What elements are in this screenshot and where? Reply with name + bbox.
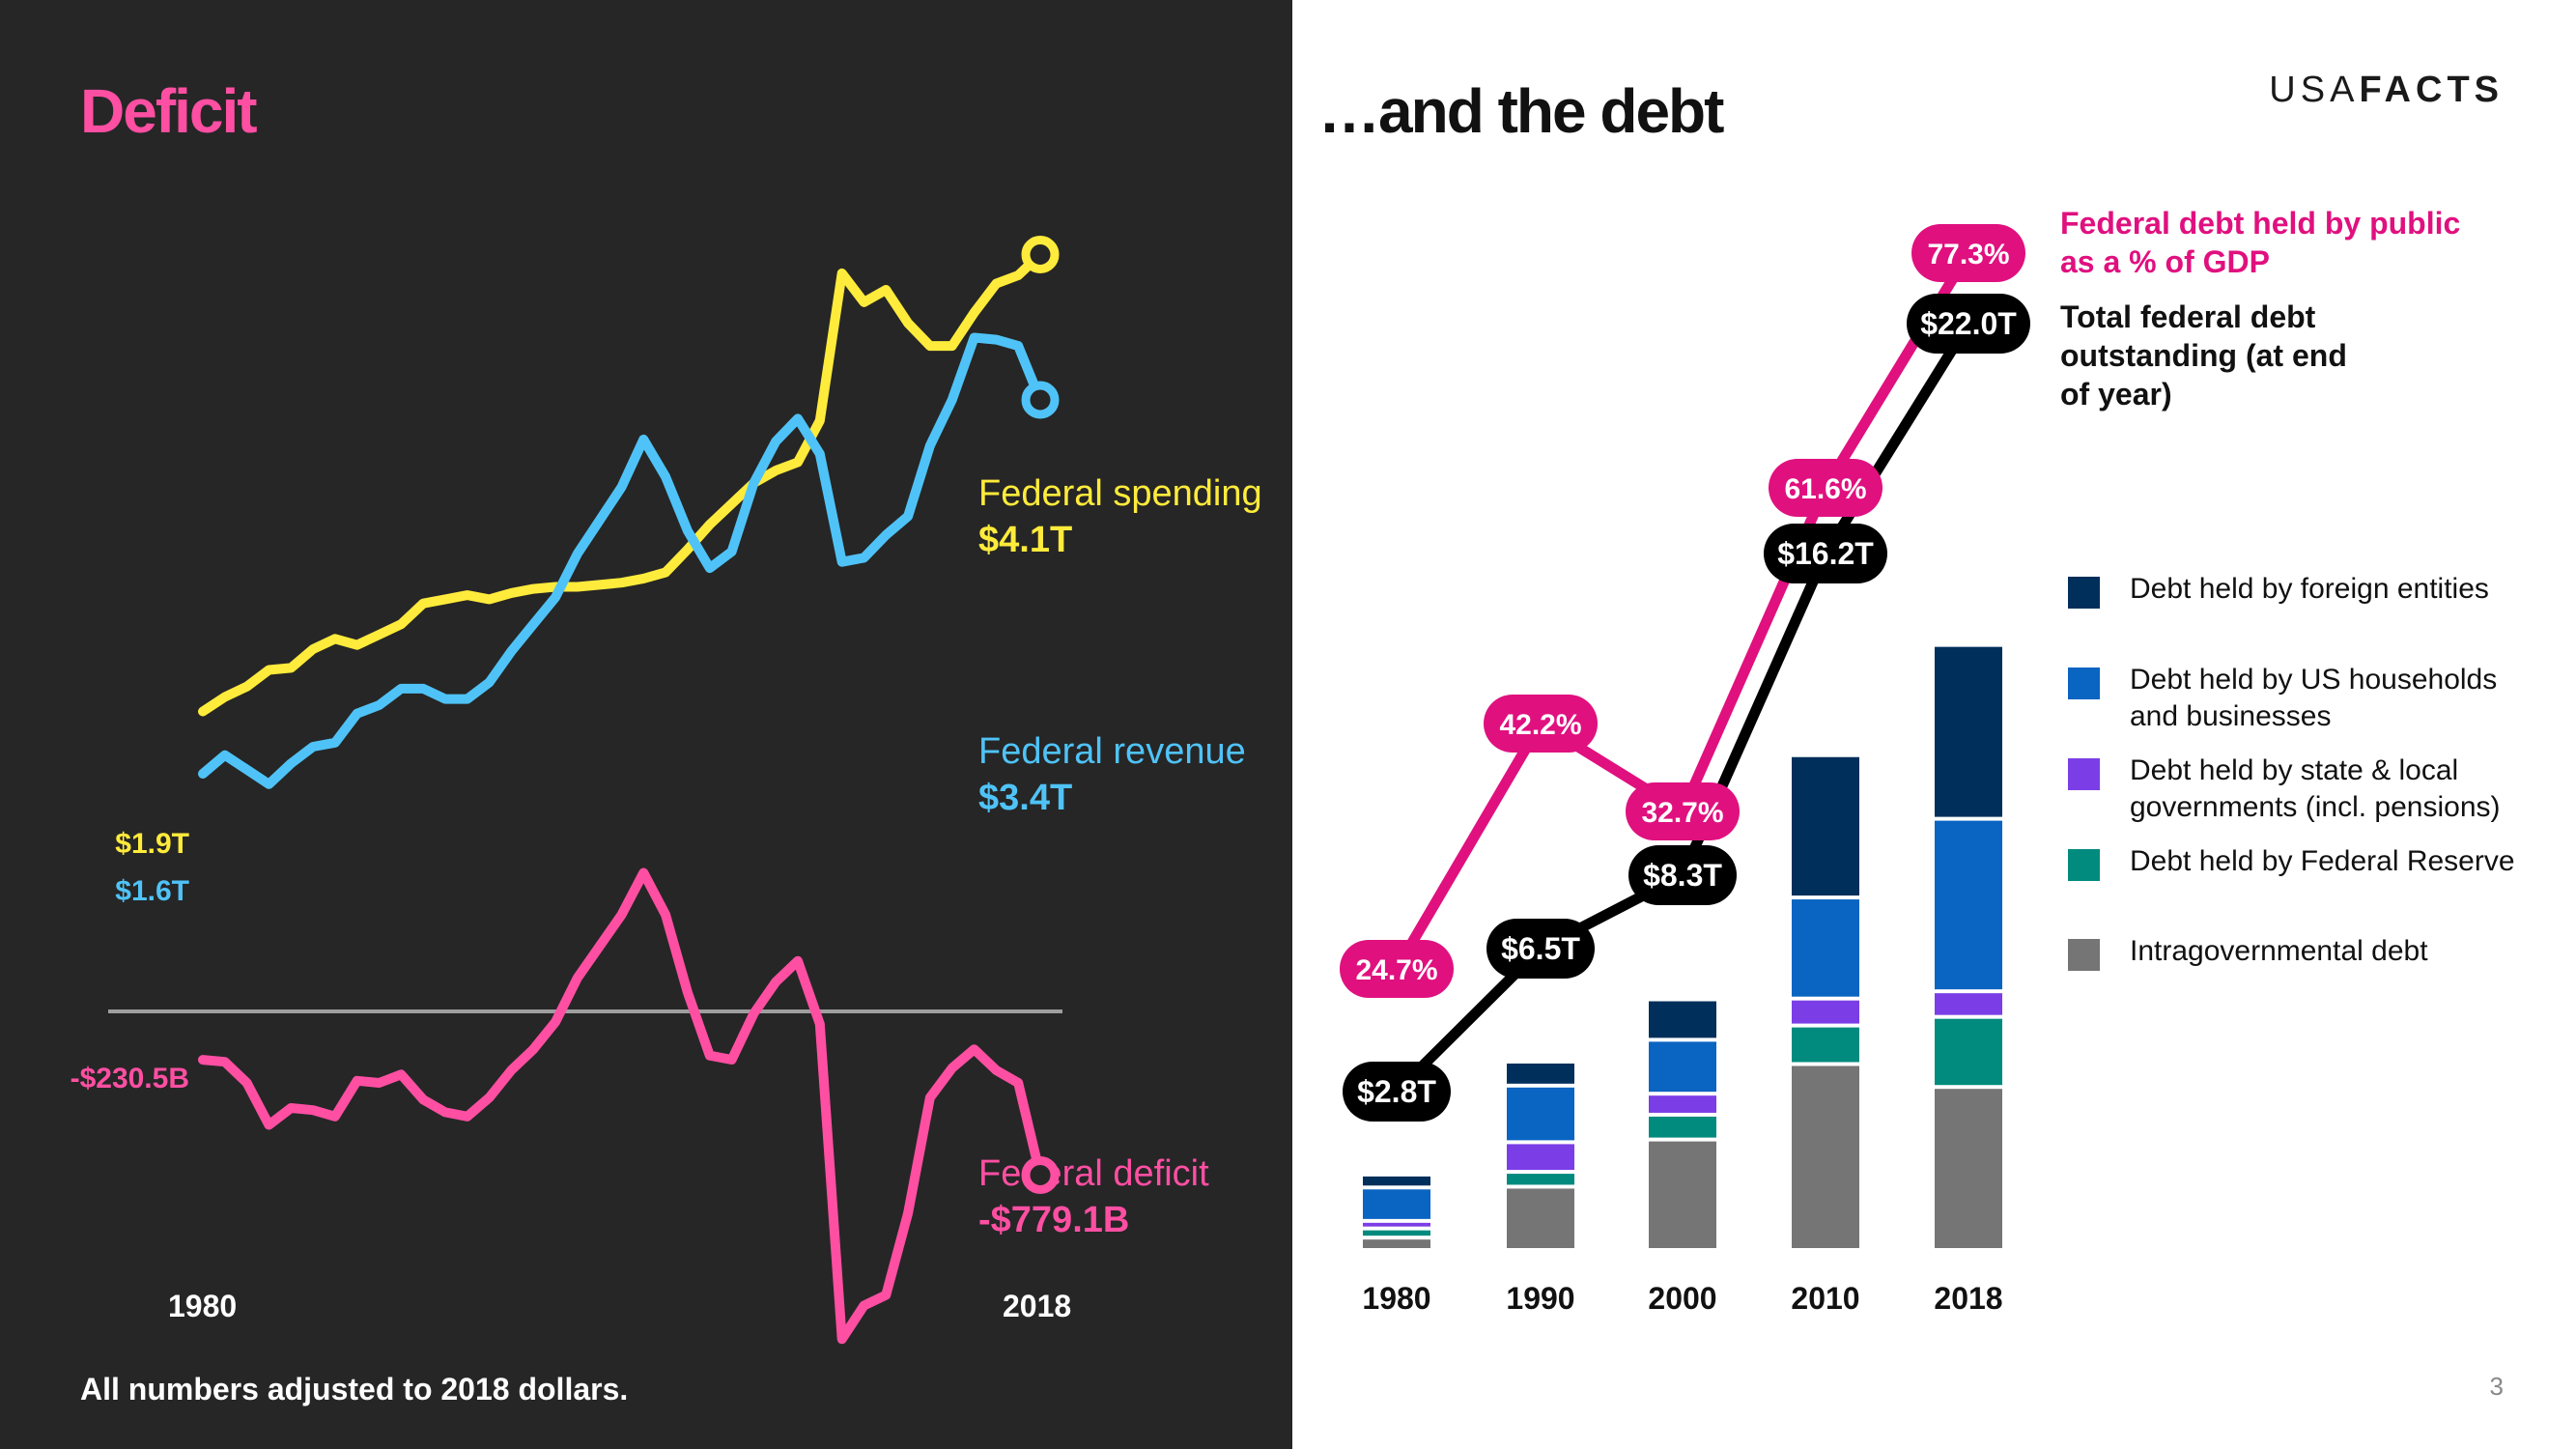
bar-1980-state_local — [1363, 1222, 1430, 1227]
deficit-start-label: -$230.5B — [70, 1063, 189, 1094]
legend-swatch-foreign — [2068, 577, 2100, 609]
total-label-1980: $2.8T — [1357, 1074, 1436, 1109]
debt-title: …and the debt — [1318, 76, 1724, 146]
bar-1980-foreign — [1363, 1176, 1430, 1186]
federal-deficit-end-marker — [1021, 1155, 1060, 1194]
total-debt-annotation: Total federal debt outstanding (at end o… — [2060, 299, 2347, 412]
federal-revenue-line — [198, 332, 1045, 789]
bar-year-1980: 1980 — [1362, 1281, 1430, 1316]
bar-year-1990: 1990 — [1506, 1281, 1574, 1316]
bar-2010-state_local — [1792, 1000, 1859, 1024]
total-label-2010: $16.2T — [1777, 536, 1874, 571]
legend-label-state_local: Debt held by state & local governments (… — [2130, 754, 2501, 823]
total-label-2010-pill — [1764, 524, 1887, 583]
bar-2010-intragovernmental — [1792, 1065, 1859, 1248]
federal-spending-end-marker — [1021, 236, 1060, 273]
pct-gdp-label-2018: 77.3% — [1927, 239, 2009, 270]
total-label-1990-pill — [1486, 919, 1595, 979]
federal-spending-line — [198, 249, 1045, 717]
bar-2018-federal_reserve — [1935, 1018, 2002, 1086]
bar-year-2010: 2010 — [1791, 1281, 1859, 1316]
footnote: All numbers adjusted to 2018 dollars. — [80, 1372, 629, 1406]
deficit-series-name: Federal deficit — [978, 1153, 1209, 1194]
debt-bar-chart: 1980 1990 2000 2010 2018 $2.8T $6.5T $8.3T $16.2… — [1340, 224, 2030, 1316]
bar-year-2000: 2000 — [1648, 1281, 1716, 1316]
bar-1980-intragovernmental — [1363, 1239, 1430, 1248]
deficit-panel: Deficit Federal spending $4.1T Federal r… — [0, 0, 1292, 1449]
page-number: 3 — [2489, 1372, 2504, 1401]
legend-label-households: Debt held by US households and businesse… — [2130, 664, 2498, 732]
pct-gdp-label-1990: 42.2% — [1499, 709, 1581, 741]
bar-1990-foreign — [1507, 1063, 1574, 1084]
deficit-title: Deficit — [80, 76, 258, 146]
spending-start-label: $1.9T — [115, 828, 189, 860]
bar-2010-foreign — [1792, 756, 1859, 896]
pct-gdp-annotation: Federal debt held by public as a % of GD… — [2060, 206, 2461, 279]
total-label-2018-pill — [1907, 294, 2030, 354]
usafacts-logo: USAFACTS — [2269, 70, 2504, 111]
pct-gdp-label-2010-pill — [1769, 459, 1882, 517]
bar-2000-federal_reserve — [1649, 1116, 1716, 1138]
legend-label-federal_reserve: Debt held by Federal Reserve — [2130, 845, 2515, 877]
bar-1990-intragovernmental — [1507, 1188, 1574, 1248]
spending-series-name: Federal spending — [978, 473, 1262, 514]
pct-gdp-label-2000-pill — [1626, 782, 1740, 840]
pct-gdp-label-1980-pill — [1340, 940, 1454, 998]
pct-gdp-label-2018-pill — [1911, 224, 2025, 282]
revenue-series-name: Federal revenue — [978, 731, 1246, 772]
bar-2018-intragovernmental — [1935, 1089, 2002, 1248]
total-label-2018: $22.0T — [1920, 306, 2017, 341]
debt-panel: …and the debt USAFACTS 3 1980 1990 2000 201… — [1292, 0, 2576, 1449]
bar-1980-households — [1363, 1189, 1430, 1219]
bar-2010-households — [1792, 899, 1859, 997]
legend-swatch-federal_reserve — [2068, 849, 2100, 881]
revenue-end-value: $3.4T — [978, 778, 1073, 818]
total-label-2000: $8.3T — [1643, 858, 1722, 893]
bar-2000-households — [1649, 1041, 1716, 1093]
bar-2018-state_local — [1935, 993, 2002, 1015]
bar-2000-intragovernmental — [1649, 1141, 1716, 1248]
brand-bold: FACTS — [2359, 70, 2504, 110]
brand-light: USA — [2269, 70, 2360, 110]
deficit-end-value: -$779.1B — [978, 1200, 1130, 1240]
legend-swatch-households — [2068, 668, 2100, 699]
federal-deficit-line — [198, 867, 1045, 1345]
bar-1980-federal_reserve — [1363, 1230, 1430, 1236]
pct-gdp-label-2000: 32.7% — [1641, 797, 1723, 829]
bar-1990-state_local — [1507, 1144, 1574, 1171]
bar-2018-households — [1935, 820, 2002, 990]
bar-year-2018: 2018 — [1934, 1281, 2002, 1316]
x-tick-1980: 1980 — [168, 1289, 238, 1323]
pct-gdp-label-1990-pill — [1484, 695, 1598, 753]
total-label-1980-pill — [1343, 1062, 1451, 1122]
bar-2000-state_local — [1649, 1095, 1716, 1113]
bar-1990-households — [1507, 1087, 1574, 1141]
bar-2000-foreign — [1649, 1001, 1716, 1038]
legend-swatch-state_local — [2068, 758, 2100, 790]
pct-gdp-label-2010: 61.6% — [1784, 473, 1866, 505]
bar-2018-foreign — [1935, 646, 2002, 817]
x-tick-2018: 2018 — [1003, 1289, 1072, 1323]
bar-2010-federal_reserve — [1792, 1027, 1859, 1063]
total-label-1990: $6.5T — [1501, 931, 1580, 966]
revenue-start-label: $1.6T — [115, 875, 189, 907]
spending-end-value: $4.1T — [978, 520, 1073, 560]
deficit-line-chart — [108, 236, 1062, 1345]
legend-label-foreign: Debt held by foreign entities — [2130, 573, 2489, 605]
federal-revenue-end-marker — [1021, 381, 1060, 419]
legend-swatch-intragovernmental — [2068, 939, 2100, 971]
bar-1990-federal_reserve — [1507, 1174, 1574, 1185]
pct-gdp-label-1980: 24.7% — [1355, 954, 1437, 986]
legend-label-intragovernmental: Intragovernmental debt — [2130, 935, 2428, 967]
total-label-2000-pill — [1628, 845, 1737, 905]
total-debt-line — [1393, 321, 1973, 1095]
